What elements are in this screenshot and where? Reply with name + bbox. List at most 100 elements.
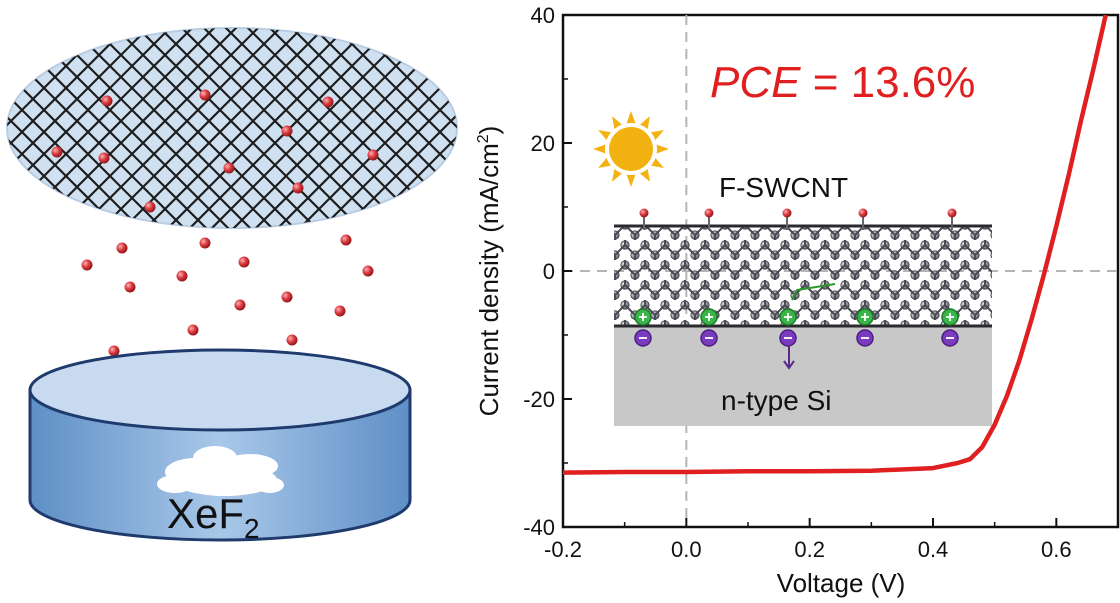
xef2-subscript: 2 — [244, 513, 260, 544]
sun-icon — [593, 111, 669, 187]
x-tick-label: 0.0 — [671, 537, 702, 562]
y-axis-label: Current density (mA/cm2) — [474, 126, 504, 417]
fluorine-atom — [292, 182, 304, 194]
mesh-strand — [550, 0, 810, 260]
mesh-strand — [7, 28, 217, 228]
surface-fluorine — [639, 208, 957, 230]
fluorine-atom — [101, 95, 113, 107]
mesh-strand — [554, 0, 814, 260]
mesh-strand — [814, 0, 1074, 260]
fluorine-atom — [322, 96, 334, 108]
fluorine-atom — [144, 201, 156, 213]
sun-ray — [625, 111, 637, 126]
cf-bond — [791, 283, 836, 301]
n-si-substrate — [614, 326, 992, 426]
hole-carrier — [634, 308, 652, 326]
y-axis-label-sup: 2 — [475, 134, 492, 143]
fluorine-atom — [340, 234, 352, 246]
mesh-strand — [7, 28, 199, 228]
x-tick-label: 0.2 — [794, 537, 825, 562]
y-tick-label: -40 — [523, 515, 555, 540]
fluorine-atom — [108, 345, 120, 357]
electron-carrier — [941, 329, 959, 347]
charge-carriers — [634, 308, 959, 347]
fluorine-atom — [187, 324, 199, 336]
xef2-dish: XeF2 — [28, 348, 412, 544]
surface-fluorine-atom — [858, 208, 868, 218]
mesh-strand — [7, 28, 177, 228]
jv-curve-series — [563, 15, 1108, 475]
mesh-strand — [267, 28, 457, 228]
mesh-strand — [113, 28, 375, 228]
xef2-schematic: XeF2 — [6, 0, 1074, 544]
fluorine-atom — [286, 334, 298, 346]
x-tick-label: -0.2 — [544, 537, 582, 562]
mesh-strand — [616, 0, 876, 260]
electron-carrier — [779, 329, 797, 347]
x-tick-label: 0.6 — [1041, 537, 1072, 562]
sun-ray — [625, 172, 637, 187]
mesh-strand — [91, 28, 353, 228]
hole-carrier — [856, 308, 874, 326]
fluorine-atom — [367, 149, 379, 161]
mesh-strand — [528, 0, 788, 260]
electron-carrier — [634, 329, 652, 347]
y-tick-label: -20 — [523, 387, 555, 412]
mesh-strand — [572, 0, 832, 260]
fluorine-atom — [81, 259, 93, 271]
mesh-strand — [289, 28, 457, 228]
sun-ray — [593, 143, 608, 155]
jv-chart: -0.2 0.0 0.2 0.4 0.6 -40 -20 0 20 40 Voltage (V)… — [474, 3, 1120, 598]
mesh-strand — [682, 0, 942, 260]
mesh-strand — [638, 0, 898, 260]
surface-fluorine-atom — [782, 208, 792, 218]
inset-title: F-SWCNT — [719, 172, 848, 203]
fluorine-atom — [199, 89, 211, 101]
surface-fluorine-atom — [639, 208, 649, 218]
hole-carrier — [779, 308, 797, 326]
fluorine-atom — [281, 125, 293, 137]
fluorine-atom — [124, 281, 136, 293]
mesh-strand — [792, 0, 1052, 260]
electron-carrier — [700, 329, 718, 347]
mesh-strand — [7, 28, 221, 228]
hole-carrier — [941, 308, 959, 326]
fluorine-atom — [176, 270, 188, 282]
mesh-strand — [726, 0, 986, 260]
charge-transfer-arrow — [783, 345, 795, 370]
inset-structure: F-SWCNT n-type Si — [614, 172, 992, 426]
y-tick-label: 40 — [531, 3, 555, 28]
fluorine-atom — [199, 237, 211, 249]
mesh-strand — [532, 0, 792, 260]
surface-fluorine-atom — [704, 208, 714, 218]
electron-carrier — [856, 329, 874, 347]
y-tick-label: 20 — [531, 131, 555, 156]
mesh-strand — [660, 0, 920, 260]
fluorine-atom — [234, 299, 246, 311]
fluorine-atom — [238, 256, 250, 268]
y-axis-ticks: -40 -20 0 20 40 — [523, 3, 572, 540]
mesh-strand — [770, 0, 1030, 260]
xef2-label: XeF2 — [167, 490, 260, 544]
fluorine-atom — [362, 265, 374, 277]
mesh-strand — [7, 28, 195, 228]
fluorine-atom — [98, 152, 110, 164]
x-axis-ticks: -0.2 0.0 0.2 0.4 0.6 — [544, 518, 1072, 562]
mesh-strand — [245, 28, 457, 228]
mesh-strand — [704, 0, 964, 260]
fluorine-atom — [334, 305, 346, 317]
fluorine-atom — [116, 242, 128, 254]
x-axis-label: Voltage (V) — [777, 568, 906, 598]
substrate-label: n-type Si — [721, 385, 832, 416]
x-tick-label: 0.4 — [918, 537, 949, 562]
pce-annotation: PCE = 13.6% — [710, 58, 975, 107]
swcnt-tube — [614, 226, 992, 326]
xef2-crystals — [157, 446, 284, 496]
surface-fluorine-atom — [947, 208, 957, 218]
hole-carrier — [700, 308, 718, 326]
fluorine-atom — [223, 162, 235, 174]
fluorine-atom — [281, 291, 293, 303]
mesh-strand — [7, 28, 173, 228]
sun-ray — [654, 143, 669, 155]
